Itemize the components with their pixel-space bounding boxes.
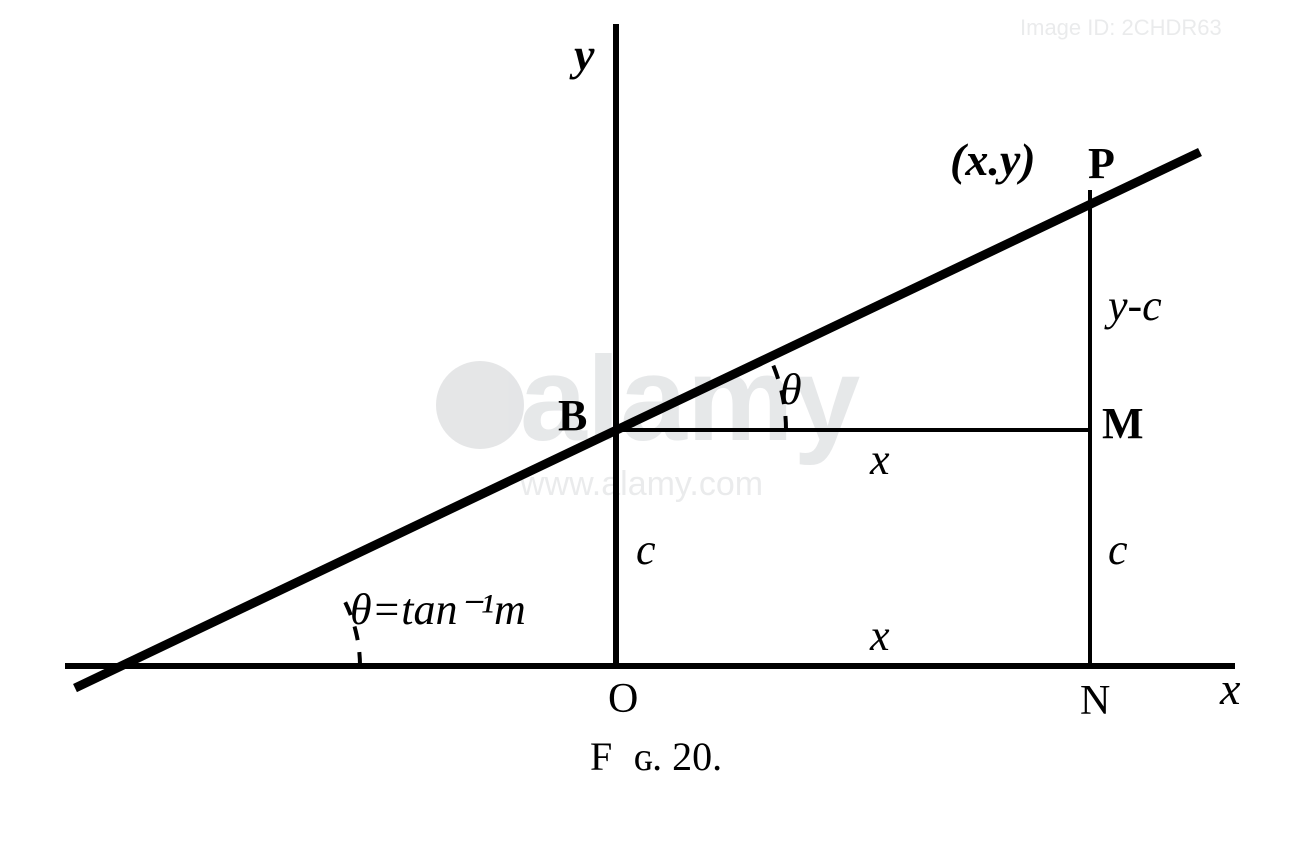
label-P: P bbox=[1088, 139, 1115, 188]
label-y-axis: y bbox=[569, 29, 595, 80]
watermark-logo-circle bbox=[436, 361, 524, 449]
watermark-id: Image ID: 2CHDR63 bbox=[1020, 15, 1222, 40]
watermark-bottom: www.alamy.com bbox=[519, 465, 763, 503]
label-N: N bbox=[1080, 678, 1110, 724]
label-M: M bbox=[1102, 399, 1144, 448]
label-x-ON: x bbox=[869, 611, 890, 660]
label-y-minus-c: y-c bbox=[1104, 281, 1162, 330]
label-x-BM: x bbox=[869, 435, 890, 484]
label-O: O bbox=[608, 676, 638, 722]
diagram-canvas: alamy www.alamy.com Image ID: 2CHDR63 y … bbox=[0, 0, 1300, 854]
label-c-NM: c bbox=[1108, 525, 1128, 574]
figure-caption: Fɪɢ. 20. bbox=[590, 734, 722, 779]
label-x-axis: x bbox=[1219, 663, 1241, 714]
label-P-coord: (x.y) bbox=[950, 134, 1036, 185]
label-c-OB: c bbox=[636, 525, 656, 574]
label-theta-B: θ bbox=[780, 365, 802, 414]
label-B: B bbox=[558, 391, 587, 440]
oblique-line bbox=[75, 152, 1200, 688]
label-theta-eq: θ=tan⁻¹m bbox=[350, 585, 526, 634]
